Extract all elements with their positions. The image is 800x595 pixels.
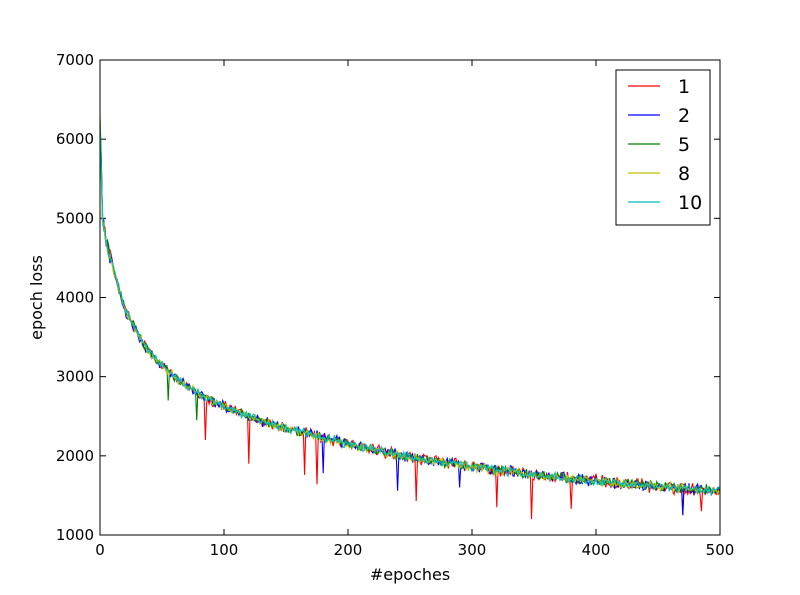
x-tick-label: 500: [706, 541, 735, 559]
x-tick-label: 300: [458, 541, 487, 559]
y-axis-label: epoch loss: [27, 255, 46, 340]
series-line-8: [99, 114, 721, 496]
y-tick-label: 4000: [56, 289, 94, 307]
plot-frame: [99, 59, 721, 536]
y-axis-ticks: 1000 2000 3000 4000 5000 6000 7000: [56, 51, 720, 544]
x-tick-label: 400: [582, 541, 611, 559]
x-tick-label: 200: [334, 541, 363, 559]
y-tick-label: 5000: [56, 209, 94, 227]
legend: 1 2 5 8 10: [615, 69, 711, 226]
legend-label-10: 10: [678, 192, 702, 214]
series-line-10: [99, 122, 721, 496]
x-axis-ticks: 0 100 200 300 400 500: [95, 60, 734, 559]
x-tick-label: 100: [210, 541, 239, 559]
series-layer: [99, 114, 721, 520]
legend-label-2: 2: [678, 105, 690, 127]
y-tick-label: 1000: [56, 526, 94, 544]
y-tick-label: 2000: [56, 447, 94, 465]
x-tick-label: 0: [95, 541, 105, 559]
legend-label-8: 8: [678, 163, 690, 185]
y-tick-label: 6000: [56, 130, 94, 148]
legend-label-1: 1: [678, 76, 690, 98]
legend-label-5: 5: [678, 134, 690, 156]
y-tick-label: 3000: [56, 368, 94, 386]
legend-box: [615, 69, 711, 226]
series-line-5: [99, 119, 721, 496]
x-axis-label: #epoches: [370, 565, 450, 584]
y-tick-label: 7000: [56, 51, 94, 69]
